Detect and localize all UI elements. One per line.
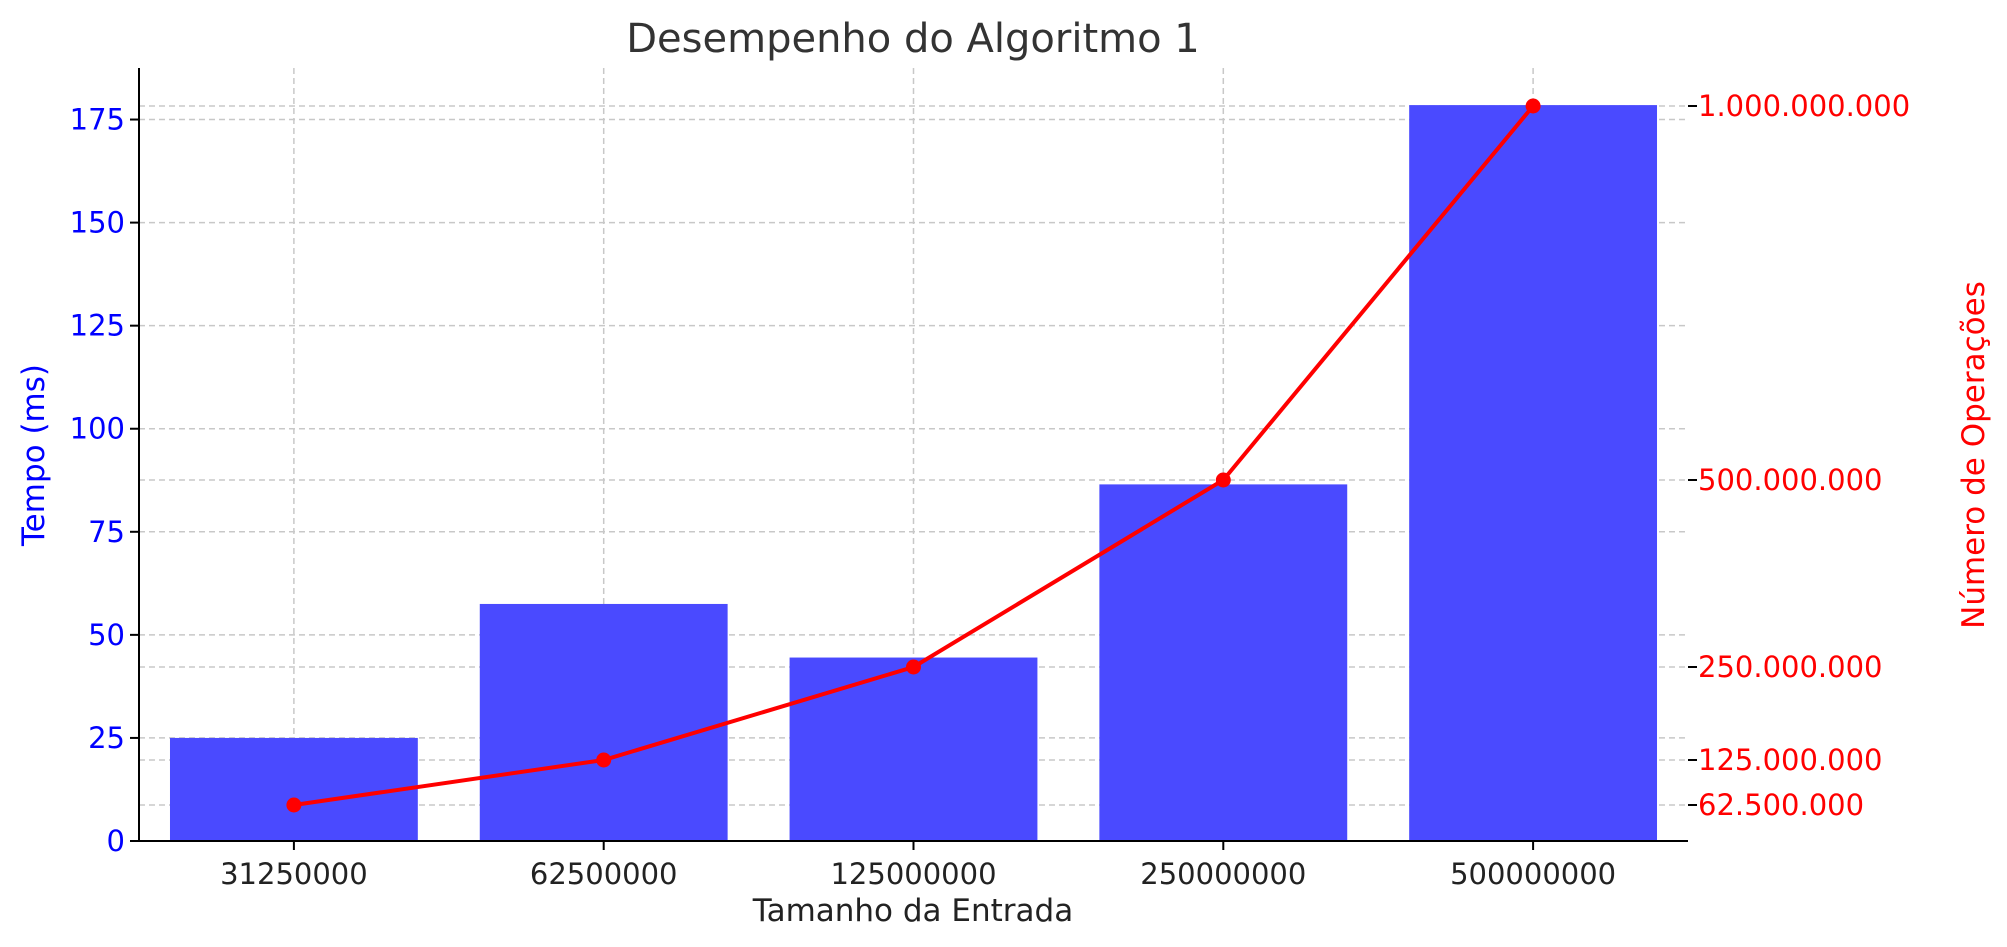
- y-tick-label-left: 175: [70, 103, 125, 137]
- y-axis-label-left: Tempo (ms): [16, 364, 52, 547]
- x-tick-label: 500000000: [1450, 857, 1616, 891]
- operations-point: [1525, 98, 1541, 114]
- x-axis-label: Tamanho da Entrada: [752, 893, 1073, 929]
- x-tick-label: 125000000: [830, 857, 996, 891]
- operations-point: [286, 797, 302, 813]
- operations-point: [1215, 472, 1231, 488]
- operations-point: [596, 752, 612, 768]
- y-tick-label-left: 50: [88, 618, 125, 652]
- y-tick-label-right: 250.000.000: [1698, 650, 1883, 684]
- x-tick-label: 31250000: [220, 857, 368, 891]
- y-tick-label-left: 100: [70, 412, 125, 446]
- x-tick-label: 250000000: [1140, 857, 1306, 891]
- y-tick-label-right: 62.500.000: [1698, 788, 1864, 822]
- bar: [169, 737, 418, 841]
- bar: [789, 657, 1038, 841]
- y-tick-label-left: 0: [107, 824, 125, 858]
- y-tick-label-left: 125: [70, 309, 125, 343]
- axes: [130, 68, 1697, 850]
- tick-labels: 0 25 50 75 100 125 150 175 62.500.000 125.000.000…: [70, 89, 1911, 891]
- chart-title: Desempenho do Algoritmo 1: [626, 16, 1199, 62]
- y-tick-label-left: 25: [88, 721, 125, 755]
- y-tick-label-right: 125.000.000: [1698, 743, 1883, 777]
- y-tick-label-right: 500.000.000: [1698, 463, 1883, 497]
- bar: [479, 603, 728, 841]
- bars: [169, 105, 1658, 841]
- y-axis-label-right: Número de Operações: [1956, 281, 1992, 629]
- operations-line: [286, 98, 1541, 813]
- y-tick-label-left: 75: [88, 515, 125, 549]
- bar: [1409, 105, 1658, 841]
- bar: [1099, 484, 1348, 841]
- operations-point: [906, 659, 921, 675]
- x-tick-label: 62500000: [530, 857, 678, 891]
- y-tick-label-left: 150: [70, 206, 125, 240]
- y-tick-label-right: 1.000.000.000: [1698, 89, 1910, 123]
